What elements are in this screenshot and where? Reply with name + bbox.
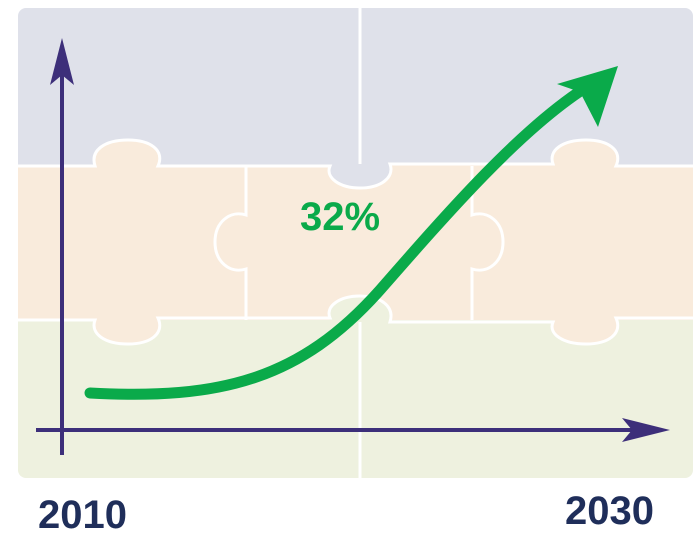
- axes: [36, 38, 670, 455]
- growth-label: 32%: [300, 195, 380, 239]
- start-year: 2010: [38, 493, 127, 534]
- puzzle-background: [18, 8, 693, 478]
- end-year: 2030: [565, 489, 654, 533]
- growth-arrow: [84, 66, 618, 400]
